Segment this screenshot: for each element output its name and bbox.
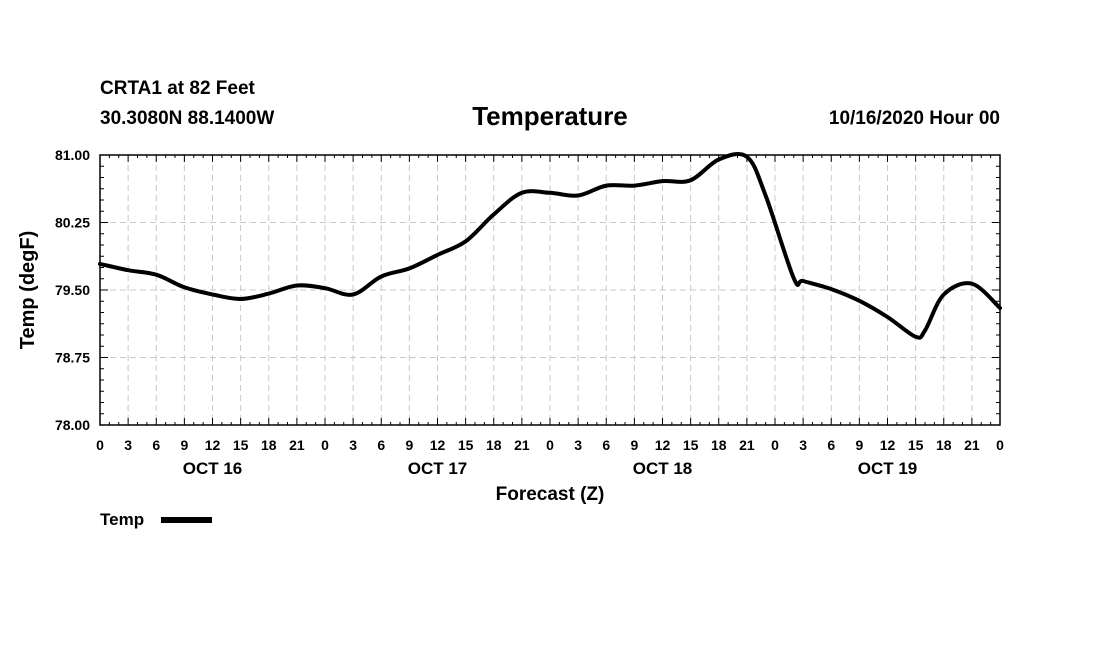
legend-label-temp: Temp	[100, 510, 144, 529]
day-label: OCT 18	[633, 459, 693, 478]
x-tick-label: 9	[855, 437, 863, 453]
x-tick-label: 9	[180, 437, 188, 453]
x-tick-label: 3	[799, 437, 807, 453]
x-tick-label: 0	[96, 437, 104, 453]
grid-lines	[100, 155, 1000, 425]
x-tick-label: 21	[964, 437, 980, 453]
x-tick-label: 0	[546, 437, 554, 453]
x-tick-labels: 0 3 6 9 12 15 18 21 0 3 6 9 12 15 18 21 0 3 6 9 12 15 18 21 0 3 6 9…	[96, 437, 1004, 453]
day-label: OCT 16	[183, 459, 243, 478]
y-axis-title: Temp (degF)	[17, 231, 39, 350]
day-labels: OCT 16 OCT 17 OCT 18 OCT 19	[183, 459, 918, 478]
y-tick-label: 80.25	[55, 215, 90, 231]
x-tick-label: 12	[880, 437, 896, 453]
day-label: OCT 19	[858, 459, 918, 478]
location-label: 30.3080N 88.1400W	[100, 108, 274, 129]
x-tick-label: 6	[152, 437, 160, 453]
y-tick-label: 78.75	[55, 350, 90, 366]
chart-title: Temperature	[472, 101, 628, 131]
plot-frame	[99, 154, 1001, 426]
x-tick-label: 18	[261, 437, 277, 453]
y-tick-label: 81.00	[55, 147, 90, 163]
x-tick-label: 12	[655, 437, 671, 453]
day-label: OCT 17	[408, 459, 468, 478]
station-label: CRTA1 at 82 Feet	[100, 78, 256, 99]
x-tick-label: 6	[602, 437, 610, 453]
x-tick-label: 12	[205, 437, 221, 453]
x-tick-label: 9	[405, 437, 413, 453]
x-tick-label: 0	[771, 437, 779, 453]
x-tick-label: 21	[739, 437, 755, 453]
x-tick-label: 21	[289, 437, 305, 453]
x-tick-label: 6	[827, 437, 835, 453]
series-line-temp	[98, 151, 1002, 340]
y-tick-label: 78.00	[55, 417, 90, 433]
x-tick-label: 18	[711, 437, 727, 453]
x-tick-label: 3	[124, 437, 132, 453]
y-tick-label: 79.50	[55, 282, 90, 298]
x-tick-label: 21	[514, 437, 530, 453]
legend: Temp	[100, 510, 212, 529]
x-axis-title: Forecast (Z)	[496, 484, 605, 505]
y-tick-labels: 81.00 80.25 79.50 78.75 78.00	[55, 147, 90, 433]
run-time-label: 10/16/2020 Hour 00	[829, 108, 1000, 129]
x-tick-label: 12	[430, 437, 446, 453]
x-tick-label: 18	[486, 437, 502, 453]
x-tick-label: 0	[996, 437, 1004, 453]
x-tick-label: 15	[683, 437, 699, 453]
x-tick-label: 6	[377, 437, 385, 453]
x-tick-label: 3	[574, 437, 582, 453]
x-tick-label: 18	[936, 437, 952, 453]
x-tick-label: 0	[321, 437, 329, 453]
x-tick-label: 3	[349, 437, 357, 453]
x-tick-label: 9	[630, 437, 638, 453]
x-tick-label: 15	[233, 437, 249, 453]
x-tick-label: 15	[458, 437, 474, 453]
x-tick-label: 15	[908, 437, 924, 453]
